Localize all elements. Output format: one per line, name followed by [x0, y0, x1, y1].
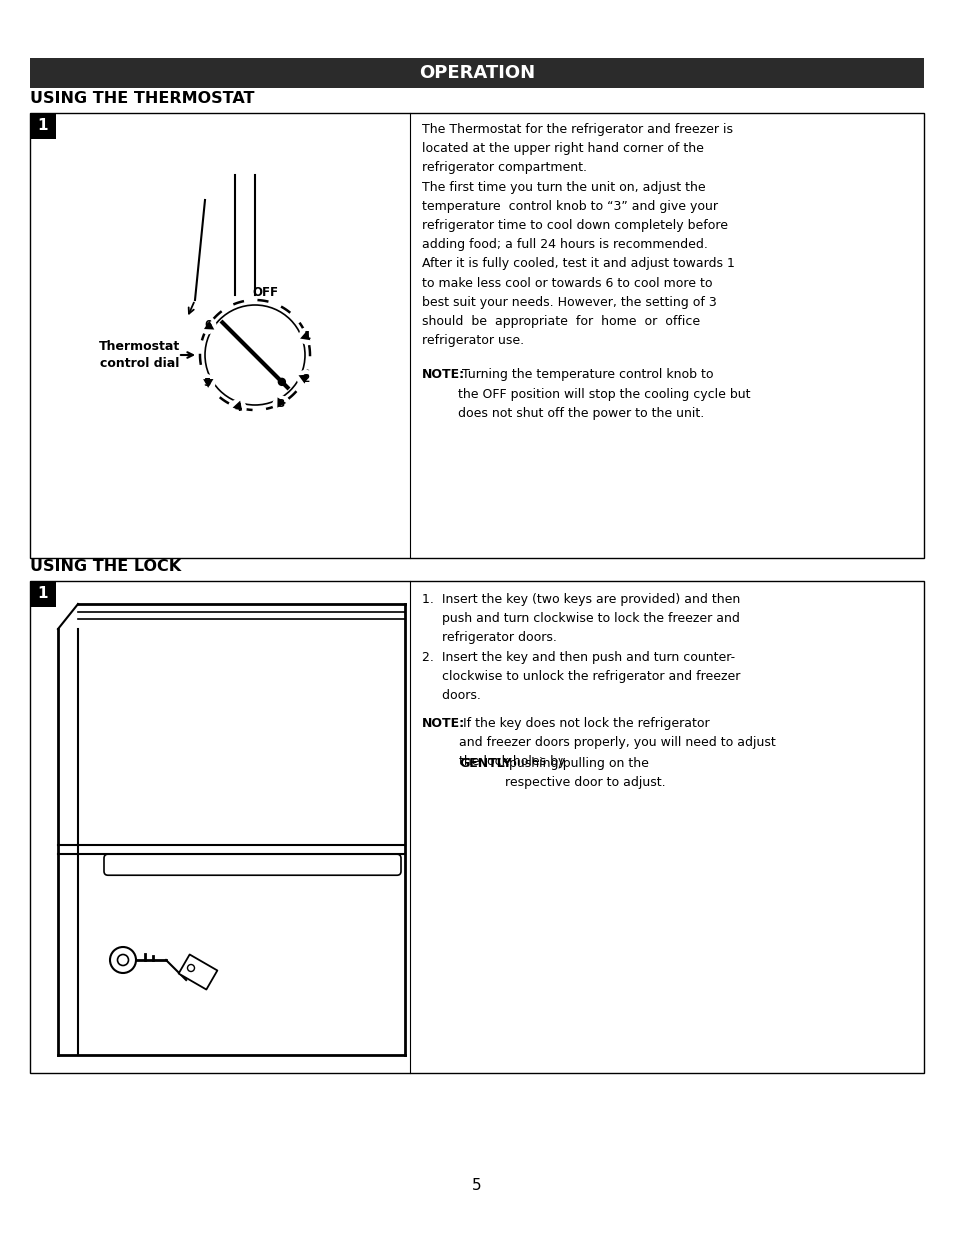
Text: 5: 5 [203, 378, 210, 388]
Text: pushing/pulling on the
respective door to adjust.: pushing/pulling on the respective door t… [504, 757, 665, 789]
Circle shape [272, 395, 290, 414]
Circle shape [298, 327, 316, 345]
Text: 1: 1 [38, 587, 49, 601]
Text: USING THE THERMOSTAT: USING THE THERMOSTAT [30, 91, 254, 106]
Circle shape [278, 378, 285, 385]
Text: USING THE LOCK: USING THE LOCK [30, 559, 181, 574]
Text: GENTLY: GENTLY [458, 757, 511, 771]
Polygon shape [178, 955, 217, 989]
Text: Turning the temperature control knob to
the OFF position will stop the cooling c: Turning the temperature control knob to … [457, 368, 750, 420]
Polygon shape [203, 379, 213, 388]
Text: 3: 3 [277, 399, 285, 410]
Polygon shape [204, 321, 214, 330]
Polygon shape [298, 374, 309, 384]
FancyBboxPatch shape [104, 855, 400, 876]
Circle shape [117, 955, 129, 966]
Text: OFF: OFF [252, 287, 277, 300]
Text: 5: 5 [472, 1177, 481, 1193]
Text: 1: 1 [38, 119, 49, 133]
Text: 4: 4 [233, 404, 241, 414]
Text: 2.  Insert the key and then push and turn counter-
     clockwise to unlock the : 2. Insert the key and then push and turn… [421, 651, 740, 703]
Circle shape [110, 947, 136, 973]
Bar [30, 112, 56, 140]
Text: 2: 2 [302, 374, 309, 384]
Circle shape [296, 369, 314, 388]
Bar [30, 580, 923, 1073]
Text: If the key does not lock the refrigerator
and freezer doors properly, you will n: If the key does not lock the refrigerato… [458, 718, 775, 768]
Text: NOTE:: NOTE: [421, 718, 465, 730]
Text: 1.  Insert the key (two keys are provided) and then
     push and turn clockwise: 1. Insert the key (two keys are provided… [421, 593, 740, 645]
Text: 6: 6 [204, 320, 211, 330]
Text: The Thermostat for the refrigerator and freezer is
located at the upper right ha: The Thermostat for the refrigerator and … [421, 124, 734, 347]
Bar [30, 58, 923, 88]
Bar [30, 112, 923, 558]
Bar [30, 580, 56, 606]
Text: OPERATION: OPERATION [418, 64, 535, 82]
Circle shape [198, 316, 216, 335]
Circle shape [188, 965, 194, 972]
Circle shape [205, 305, 305, 405]
Text: NOTE:: NOTE: [421, 368, 465, 382]
Polygon shape [300, 331, 310, 340]
Text: Thermostat
control dial: Thermostat control dial [99, 340, 180, 370]
Circle shape [197, 374, 215, 391]
Polygon shape [277, 398, 286, 408]
Circle shape [229, 399, 247, 417]
Polygon shape [233, 400, 242, 411]
Text: 1: 1 [304, 331, 311, 341]
